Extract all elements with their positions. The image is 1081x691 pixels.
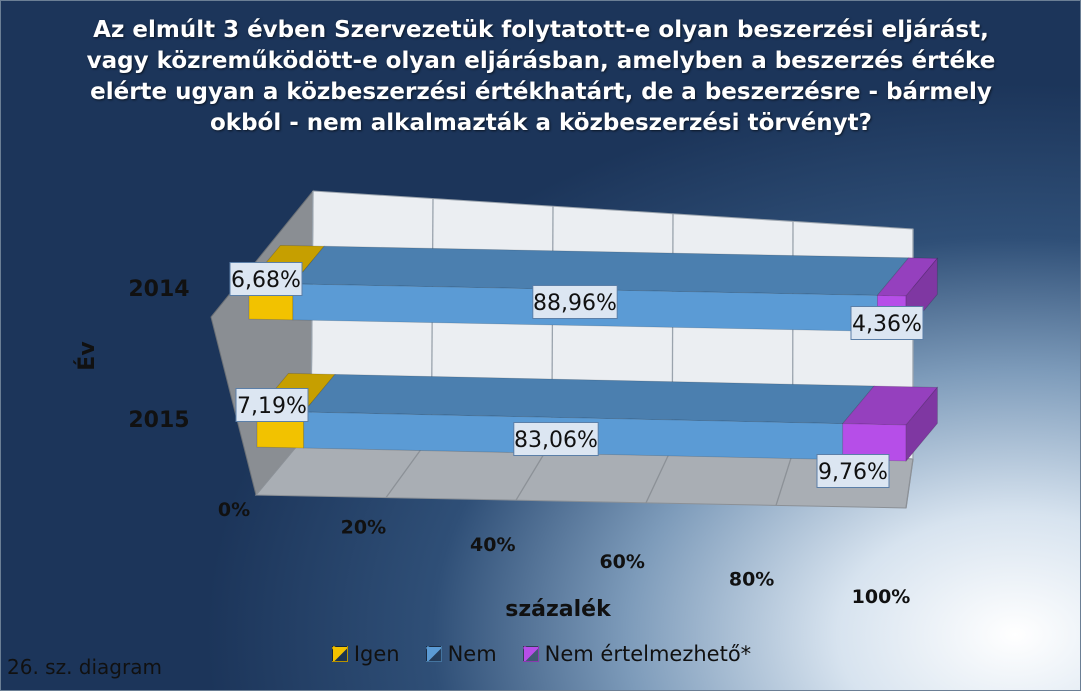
data-label-box (532, 285, 618, 319)
data-label-box (235, 388, 309, 422)
legend-item: Nem (425, 642, 497, 666)
legend-swatch (331, 646, 348, 662)
x-tick-label: 40% (470, 534, 515, 556)
legend-label: Nem értelmezhető* (544, 642, 752, 666)
data-label-box (513, 422, 599, 456)
legend-item: Igen (331, 642, 400, 666)
data-label-box (229, 262, 303, 296)
gridline-floor (905, 458, 914, 509)
diagram-number: 26. sz. diagram (7, 655, 162, 679)
x-tick-label: 20% (341, 516, 386, 538)
data-label-box (816, 454, 890, 488)
x-tick-label: 60% (599, 551, 644, 573)
data-label: 9,76% (818, 460, 888, 485)
gridline-floor (645, 446, 673, 504)
x-tick-label: 0% (218, 499, 250, 521)
x-axis-title: százalék (505, 597, 612, 622)
legend-label: Nem (447, 642, 497, 666)
category-label: 2014 (128, 277, 189, 302)
category-label: 2015 (128, 408, 189, 433)
data-label: 88,96% (533, 291, 617, 316)
gridline-floor (775, 452, 794, 506)
legend-label: Igen (353, 642, 400, 666)
bar-end-nem-rtelmezhet--2015 (905, 386, 938, 463)
x-tick-label: 80% (729, 569, 774, 591)
x-tick-label: 100% (852, 586, 911, 608)
legend-swatch (522, 646, 539, 662)
legend-item: Nem értelmezhető* (522, 642, 752, 666)
data-label-box (850, 306, 924, 340)
legend: Igen Nem Nem értelmezhető* (1, 642, 1080, 666)
y-axis-title: Év (74, 341, 100, 371)
data-label: 83,06% (514, 428, 598, 453)
data-label: 6,68% (231, 268, 301, 293)
data-label: 4,36% (852, 312, 922, 337)
data-label: 7,19% (237, 394, 307, 419)
legend-swatch (425, 646, 442, 662)
chart-title: Az elmúlt 3 évben Szervezetük folytatott… (86, 17, 996, 136)
